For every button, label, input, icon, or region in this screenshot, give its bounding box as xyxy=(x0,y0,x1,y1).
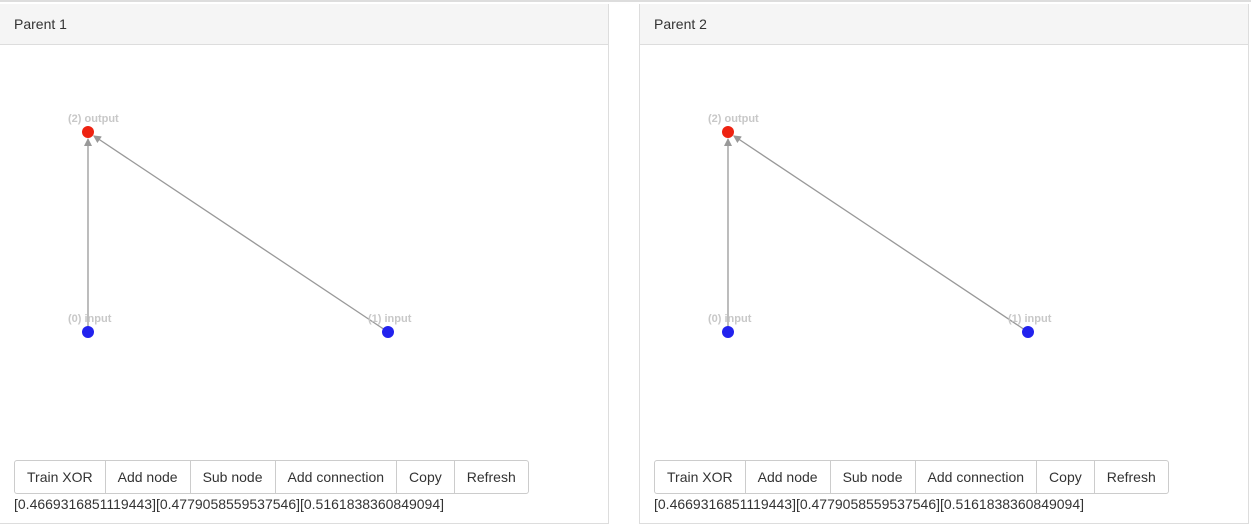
panel-heading: Parent 2 xyxy=(640,4,1248,45)
panel: Parent 2 (0) input (1) input (2) output Trai… xyxy=(639,4,1249,524)
button[interactable]: Refresh xyxy=(453,460,529,494)
button-group: Train XOR Add node Sub node Add connection C… xyxy=(654,460,1169,494)
network-graph: (0) input (1) input (2) output xyxy=(708,113,1052,338)
button[interactable]: Add connection xyxy=(914,460,1038,494)
node-label: (1) input xyxy=(368,313,412,325)
panel: Parent 1 (0) input (1) input (2) output Trai… xyxy=(0,4,609,524)
network-graph: (0) input (1) input (2) output xyxy=(68,113,412,338)
button[interactable]: Add connection xyxy=(274,460,398,494)
button[interactable]: Refresh xyxy=(1093,460,1169,494)
button-group: Train XOR Add node Sub node Add connection C… xyxy=(14,460,529,494)
node-label: (2) output xyxy=(708,113,759,125)
button[interactable]: Sub node xyxy=(189,460,276,494)
node-label: (0) input xyxy=(68,313,112,325)
button[interactable]: Sub node xyxy=(829,460,916,494)
node xyxy=(82,326,94,338)
node xyxy=(1022,326,1034,338)
node-label: (0) input xyxy=(708,313,752,325)
button[interactable]: Copy xyxy=(1036,460,1095,494)
button[interactable]: Train XOR xyxy=(14,460,106,494)
button[interactable]: Add node xyxy=(744,460,831,494)
button[interactable]: Copy xyxy=(396,460,455,494)
node xyxy=(722,326,734,338)
node xyxy=(382,326,394,338)
button[interactable]: Train XOR xyxy=(654,460,746,494)
button[interactable]: Add node xyxy=(104,460,191,494)
node xyxy=(82,126,94,138)
output-text: [0.4669316851119443][0.4779058559537546]… xyxy=(14,496,445,512)
output-text: [0.4669316851119443][0.4779058559537546]… xyxy=(654,496,1085,512)
edge xyxy=(92,135,389,333)
panel-heading: Parent 1 xyxy=(0,4,608,45)
node-label: (2) output xyxy=(68,113,119,125)
node xyxy=(722,126,734,138)
node-label: (1) input xyxy=(1008,313,1052,325)
edge xyxy=(732,135,1029,333)
